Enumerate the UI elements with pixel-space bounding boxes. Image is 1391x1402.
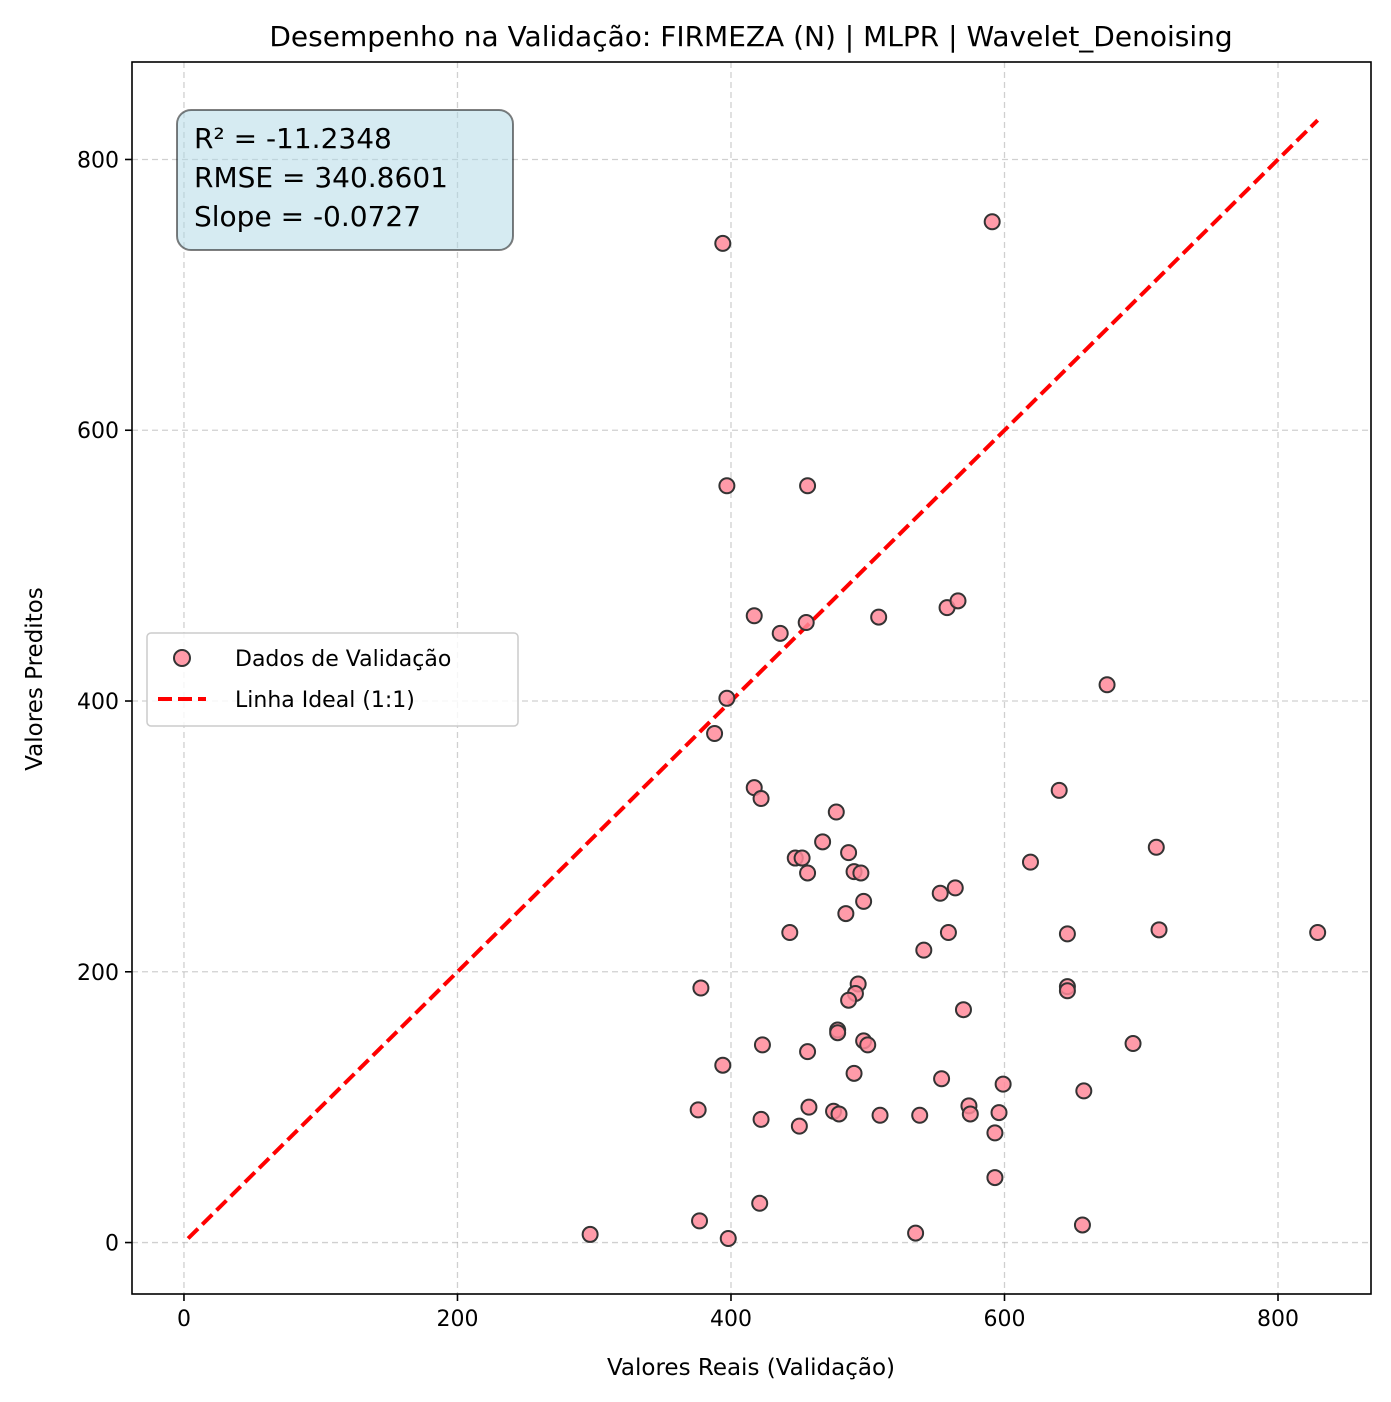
data-point	[994, 1075, 1012, 1093]
data-point	[751, 1194, 769, 1212]
data-point	[933, 1070, 951, 1088]
legend-box	[146, 632, 519, 727]
data-point	[799, 1043, 817, 1061]
data-point	[954, 1001, 972, 1019]
data-point	[931, 884, 949, 902]
axis-ticks: 0 200 400 600 800 0 200 400 600 800	[77, 148, 1299, 1332]
data-point	[983, 213, 1001, 231]
data-point	[829, 1024, 847, 1042]
data-point	[799, 864, 817, 882]
data-point	[692, 979, 710, 997]
legend-label-scatter: Dados de Validação	[235, 647, 451, 672]
y-tick-label: 600	[77, 419, 119, 444]
data-point	[800, 1098, 818, 1116]
data-point	[845, 1064, 863, 1082]
data-point	[689, 1101, 707, 1119]
data-point	[939, 924, 957, 942]
data-point	[1098, 676, 1116, 694]
data-point	[859, 1036, 877, 1054]
x-tick-label: 600	[983, 1307, 1025, 1332]
chart-title: Desempenho na Validação: FIRMEZA (N) | M…	[269, 20, 1232, 53]
data-point	[915, 941, 933, 959]
data-point	[718, 689, 736, 707]
data-point	[1050, 781, 1068, 799]
data-point	[752, 1110, 770, 1128]
data-point	[827, 803, 845, 821]
data-point	[753, 1036, 771, 1054]
data-point	[840, 991, 858, 1009]
data-point	[752, 789, 770, 807]
data-point	[581, 1225, 599, 1243]
data-point	[870, 608, 888, 626]
data-point	[830, 1105, 848, 1123]
data-points	[581, 213, 1327, 1247]
data-point	[949, 592, 967, 610]
data-point	[706, 725, 724, 743]
data-point	[714, 1056, 732, 1074]
x-tick-label: 400	[710, 1307, 752, 1332]
data-point	[946, 879, 964, 897]
data-point	[855, 892, 873, 910]
y-tick-label: 200	[77, 961, 119, 986]
y-tick-label: 800	[77, 148, 119, 173]
data-point	[1075, 1082, 1093, 1100]
x-tick-label: 200	[436, 1307, 478, 1332]
data-point	[837, 905, 855, 923]
y-tick-label: 0	[105, 1232, 119, 1257]
data-point	[871, 1106, 889, 1124]
data-point	[961, 1105, 979, 1123]
data-point	[1058, 982, 1076, 1000]
data-point	[1124, 1035, 1142, 1053]
stats-rmse: RMSE = 340.8601	[194, 161, 448, 194]
x-tick-label: 0	[177, 1307, 191, 1332]
data-point	[799, 477, 817, 495]
data-point	[797, 613, 815, 631]
plot-frame	[131, 61, 1372, 1295]
data-point	[1058, 925, 1076, 943]
data-point	[840, 844, 858, 862]
data-point	[911, 1106, 929, 1124]
data-point	[986, 1124, 1004, 1142]
data-point	[714, 234, 732, 252]
data-point	[1073, 1216, 1091, 1234]
data-point	[790, 1117, 808, 1135]
data-point	[1021, 853, 1039, 871]
legend: Dados de Validação Linha Ideal (1:1)	[146, 632, 519, 727]
y-tick-label: 400	[77, 690, 119, 715]
data-point	[907, 1224, 925, 1242]
data-point	[1309, 924, 1327, 942]
data-point	[986, 1169, 1004, 1187]
stats-r2: R² = -11.2348	[194, 122, 392, 155]
y-axis-label: Valores Preditos	[22, 587, 48, 771]
ideal-line-layer	[186, 118, 1320, 1240]
stats-box: R² = -11.2348 RMSE = 340.8601 Slope = -0…	[176, 109, 514, 251]
stats-slope: Slope = -0.0727	[194, 200, 421, 233]
data-point	[1147, 838, 1165, 856]
data-point	[990, 1104, 1008, 1122]
ideal-line	[186, 118, 1320, 1240]
stats-box-background	[176, 109, 514, 251]
x-tick-label: 800	[1257, 1307, 1299, 1332]
data-point	[852, 864, 870, 882]
data-point	[771, 624, 789, 642]
data-point	[745, 607, 763, 625]
data-point	[691, 1212, 709, 1230]
data-point	[718, 477, 736, 495]
legend-marker-scatter	[173, 649, 191, 667]
data-point	[814, 833, 832, 851]
data-point	[781, 924, 799, 942]
data-point	[793, 849, 811, 867]
x-axis-label: Valores Reais (Validação)	[607, 1355, 895, 1381]
data-point	[719, 1229, 737, 1247]
legend-label-line: Linha Ideal (1:1)	[235, 688, 415, 713]
data-point	[1150, 921, 1168, 939]
